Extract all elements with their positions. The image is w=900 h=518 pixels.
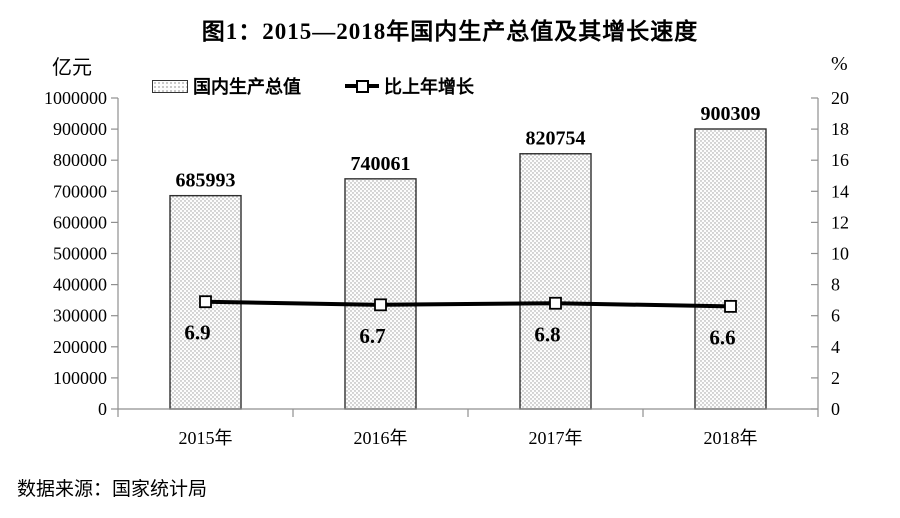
right-axis-tick-label: 16 xyxy=(831,150,849,170)
gdp-bar-swatch-icon xyxy=(152,79,188,93)
left-axis-tick-label: 800000 xyxy=(53,150,107,170)
right-axis-tick-label: 10 xyxy=(831,244,849,264)
left-axis-tick-label: 100000 xyxy=(53,368,107,388)
growth-value-label: 6.8 xyxy=(534,322,560,346)
bar-2016年 xyxy=(344,178,417,410)
growth-line: 6.9 6.7 6.8 6.6 xyxy=(184,295,737,349)
right-axis-tick-label: 0 xyxy=(831,399,840,419)
bar-value-label: 900309 xyxy=(701,103,761,125)
left-axis-tick-label: 200000 xyxy=(53,337,107,357)
left-axis-tick-label: 600000 xyxy=(53,212,107,232)
x-axis-category-label: 2015年 xyxy=(179,428,233,448)
right-axis-tick-label: 12 xyxy=(831,212,849,232)
left-axis-tick-label: 500000 xyxy=(53,244,107,264)
axes: 0 100000 200000 300000 400000 500000 600000 700… xyxy=(44,88,849,448)
line-square-marker-icon xyxy=(356,79,369,93)
growth-line-path xyxy=(205,299,731,309)
growth-marker-2015年 xyxy=(199,295,212,309)
left-axis-tick-label: 400000 xyxy=(53,275,107,295)
right-axis-tick-label: 8 xyxy=(831,275,840,295)
bar-value-label: 685993 xyxy=(176,170,236,192)
growth-value-label: 6.9 xyxy=(184,321,210,345)
chart-title: 图1：2015—2018年国内生产总值及其增长速度 xyxy=(201,19,699,44)
right-axis-tick-label: 6 xyxy=(831,306,840,326)
legend-label-gdp: 国内生产总值 xyxy=(193,77,301,97)
x-axis-category-label: 2017年 xyxy=(529,428,583,448)
growth-marker-2016年 xyxy=(374,298,387,312)
growth-value-label: 6.6 xyxy=(709,325,735,349)
bar-2018年 xyxy=(694,128,767,410)
right-axis-tick-label: 20 xyxy=(831,88,849,108)
right-axis-tick-label: 4 xyxy=(831,337,840,357)
bar-value-label: 740061 xyxy=(351,153,411,175)
left-axis-tick-label: 1000000 xyxy=(44,88,107,108)
left-axis-tick-label: 0 xyxy=(98,399,107,419)
left-axis-tick-label: 900000 xyxy=(53,119,107,139)
left-axis-tick-label: 300000 xyxy=(53,306,107,326)
data-source-note: 数据来源：国家统计局 xyxy=(17,479,208,500)
right-axis-tick-label: 2 xyxy=(831,368,840,388)
right-axis-unit-label: % xyxy=(831,53,848,75)
legend: 国内生产总值 比上年增长 xyxy=(152,73,474,99)
growth-marker-2017年 xyxy=(549,296,562,310)
growth-marker-2018年 xyxy=(724,299,737,313)
bar-2017年 xyxy=(519,153,592,410)
legend-label-growth: 比上年增长 xyxy=(384,77,474,97)
x-axis-category-label: 2018年 xyxy=(704,428,758,448)
legend-item-gdp: 国内生产总值 xyxy=(152,73,301,99)
right-axis-tick-label: 18 xyxy=(831,119,849,139)
x-axis-category-label: 2016年 xyxy=(354,428,408,448)
growth-line-swatch-icon xyxy=(345,79,379,93)
bar-value-label: 820754 xyxy=(526,128,586,150)
growth-value-label: 6.7 xyxy=(359,324,385,348)
gdp-bars: 685993 740061 820754 900309 xyxy=(169,103,767,410)
legend-item-growth: 比上年增长 xyxy=(345,73,474,99)
right-axis-tick-label: 14 xyxy=(831,181,849,201)
left-axis-tick-label: 700000 xyxy=(53,181,107,201)
left-axis-unit-label: 亿元 xyxy=(52,57,92,79)
